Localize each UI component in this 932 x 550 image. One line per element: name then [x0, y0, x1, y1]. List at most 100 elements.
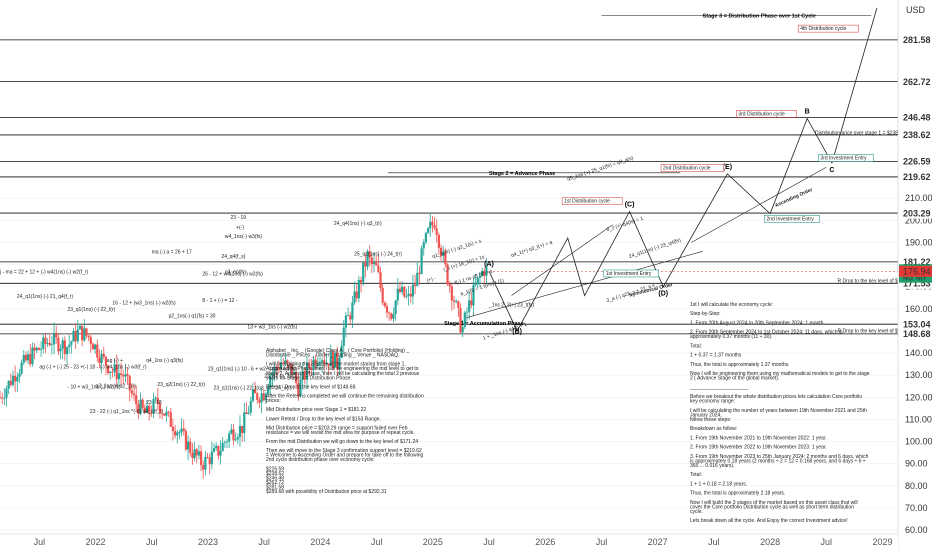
equation-label: j - ma = 22 + 12 + (-) w4(1ns) (-) w2(f_…: [0, 269, 89, 275]
candle-body: [230, 429, 233, 434]
candle-body: [1, 397, 4, 399]
dist2-label: 2nd Distribution cycle: [663, 165, 711, 171]
candle-body: [197, 451, 200, 456]
candle-body: [221, 442, 224, 452]
candle-body: [37, 347, 41, 350]
price-tag-label: 4d 4h: [903, 272, 926, 282]
y-axis: 60.00 70.00 80.00 90.00 100.00 110.00 120.00 13…: [899, 34, 932, 535]
candle-body: [254, 389, 257, 394]
candle-body: [195, 449, 198, 456]
x-tick-label: Jul: [371, 537, 383, 547]
candle-body: [368, 251, 371, 258]
candle-body: [429, 221, 432, 229]
currency-label: USD: [906, 5, 926, 15]
candle-body: [321, 360, 324, 363]
candle-body: [87, 335, 90, 338]
price-tag-label: 176.94: [903, 267, 931, 277]
equation-label: 13 + w3_1ns (-) w2(fs): [247, 325, 297, 331]
y-tick-label: 110.00: [905, 414, 932, 424]
note-right-line: is approximately 0.18 years (2 months ÷ …: [690, 458, 866, 464]
y-tick-label: 210.00: [905, 193, 932, 203]
candle-body: [398, 288, 402, 292]
candle-body: [65, 347, 69, 355]
candle-body: [297, 383, 300, 397]
x-tick-label: 2023: [198, 537, 218, 547]
x-tick-label: 2027: [648, 537, 668, 547]
inv2-label: 2nd Investment Entry: [766, 216, 814, 222]
candle-body: [327, 363, 330, 367]
candle-body: [184, 430, 188, 450]
candle-body: [83, 328, 86, 341]
x-tick-label: Jul: [146, 537, 158, 547]
candle-body: [439, 247, 443, 256]
ascending-line: [691, 166, 827, 243]
equation-label: q3_ep(fs): [225, 269, 246, 275]
candle-body: [448, 284, 451, 287]
candle-body: [3, 397, 6, 399]
y-tick-label: 80.00: [905, 481, 928, 491]
candle-body: [208, 457, 211, 465]
note-right-line: cycle.: [690, 509, 703, 515]
note-middle-line: Then we will move to the Stage 3 confirm…: [266, 448, 422, 454]
note-right-line: Before we breakout the whole distributio…: [690, 394, 862, 400]
candle-body: [78, 325, 82, 330]
candle-body: [44, 337, 47, 344]
note-middle-line: Lower Retest / Drop to the key level of …: [266, 416, 381, 422]
candle-body: [180, 428, 183, 433]
candle-body: [485, 266, 488, 276]
inv1-label-box: [603, 269, 659, 278]
candle-body: [401, 286, 404, 292]
candle-body: [349, 315, 352, 320]
price-line-label: 171.53: [903, 279, 931, 289]
note-middle-line: Retest / Drop to the key level of $148.6…: [266, 384, 357, 390]
candle-body: [295, 372, 298, 384]
candle-body: [266, 387, 270, 394]
x-tick-label: Jul: [258, 537, 270, 547]
stage3-label: Stage 3 = Distribution Phase over 1st Cy…: [703, 14, 816, 20]
candle-body: [210, 451, 213, 465]
candle-body: [357, 279, 360, 299]
note-middle-line: resistance = we will revisit the mid are…: [266, 430, 415, 436]
candle-body: [14, 375, 17, 382]
candle-body: [35, 347, 38, 351]
note-middle-line: Alphabet _ Inc. _ (Google) Class A _ ( C…: [266, 348, 409, 354]
note-middle-line: prices:: [266, 398, 281, 404]
candle-body: [418, 272, 421, 274]
note-middle-line: After the Retest is completed we will co…: [266, 394, 424, 400]
candle-body: [234, 439, 237, 441]
x-tick-label: Jul: [483, 537, 495, 547]
candle-body: [452, 300, 456, 302]
candle-body: [437, 234, 440, 248]
candle-body: [286, 360, 289, 363]
candle-body: [182, 428, 185, 431]
candle-body: [394, 300, 397, 315]
note-right-line: Lets break down all the cycle. And Enjoy…: [690, 518, 848, 524]
candle-body: [22, 354, 25, 363]
note-right-line: 1. From 20th August 2024 to 20th Septemb…: [690, 320, 825, 326]
candle-body: [247, 412, 250, 414]
candle-body: [312, 359, 315, 370]
candle-body: [310, 367, 313, 370]
y-tick-label: 70.00: [905, 503, 928, 513]
candle-body: [33, 347, 36, 351]
note-middle-line: $281.58: [266, 485, 284, 491]
candle-body: [202, 465, 205, 470]
note-middle-line: years for Stage 3 = Distribution Phase.: [266, 375, 352, 381]
note-middle-line: I will be building the 3 Stage of the ma…: [266, 362, 406, 368]
candle-body: [251, 389, 255, 401]
projection-line: [488, 7, 878, 332]
candle-body: [143, 407, 146, 413]
candle-body: [362, 262, 365, 283]
candle-body: [264, 393, 268, 401]
x-tick-label: 2029: [872, 537, 892, 547]
candle-body: [359, 279, 363, 283]
price-line-label: 181.22: [903, 257, 931, 267]
equation-label: 23_q2(1ns) (-) 22_t(r): [157, 382, 205, 388]
candle-body: [204, 456, 207, 470]
x-axis-panel[interactable]: [0, 534, 898, 550]
equation-label: (+) -: [426, 275, 437, 284]
price-line-label: 153.04: [903, 319, 931, 329]
note-right-line: 2. From 19th November 2022 to 19th Novem…: [690, 445, 827, 451]
candle-body: [115, 364, 118, 380]
